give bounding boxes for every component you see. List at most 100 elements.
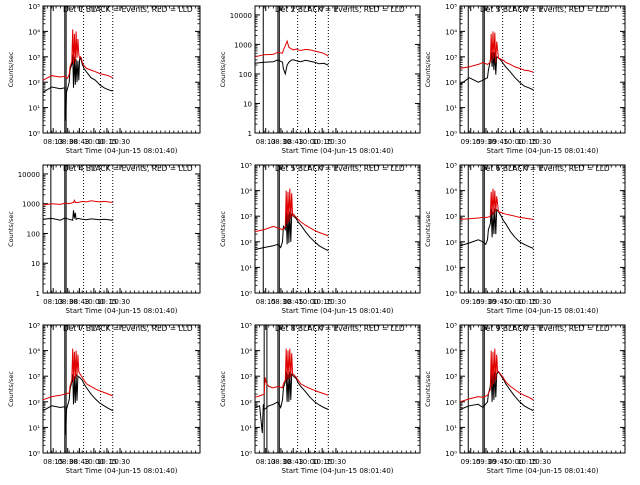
panel-title: Det 6 BLACK = Events, RED = LLD xyxy=(480,164,610,173)
x-tick-label: 08:43 xyxy=(283,138,303,146)
y-tick-label: 100 xyxy=(239,71,252,79)
y-tick-label: 10² xyxy=(28,399,40,407)
y-tick-label: 10³ xyxy=(240,213,252,221)
series-events-line xyxy=(254,59,329,76)
y-tick-label: 10⁰ xyxy=(28,130,40,138)
x-tick-label: 09:45 xyxy=(488,298,508,306)
y-tick-label: 10⁰ xyxy=(445,450,457,458)
y-tick-label: 10000 xyxy=(230,12,252,20)
y-tick-label: 1000 xyxy=(22,201,40,209)
x-tick-label: 08:30 xyxy=(271,138,291,146)
y-tick-label: 10² xyxy=(445,239,457,247)
x-tick-label: 08:30 xyxy=(58,298,78,306)
x-tick-label: 10:15 xyxy=(97,298,117,306)
y-axis-label: Counts/sec xyxy=(219,51,227,87)
series-events-line xyxy=(254,371,329,434)
panel-3: 10⁰10¹10²10³10⁴10⁵09:1509:3009:4510:0010… xyxy=(424,3,626,155)
x-axis-label: Start Time (04-Jun-15 08:01:40) xyxy=(487,147,599,155)
x-tick-label: 10:00 xyxy=(84,138,104,146)
y-tick-label: 1000 xyxy=(234,41,252,49)
x-tick-label: 09:30 xyxy=(476,458,496,466)
y-tick-label: 10⁰ xyxy=(28,450,40,458)
x-axis-label: Start Time (04-Jun-15 08:01:40) xyxy=(282,147,394,155)
y-tick-label: 10³ xyxy=(445,54,457,62)
y-tick-label: 10² xyxy=(445,399,457,407)
y-tick-label: 100 xyxy=(27,230,40,238)
y-tick-label: 10¹ xyxy=(28,105,40,113)
y-tick-label: 10⁴ xyxy=(28,28,40,36)
y-tick-label: 10² xyxy=(445,79,457,87)
y-tick-label: 10⁵ xyxy=(445,162,457,170)
panel-5: 10⁰10¹10²10³10⁴10⁵08:1508:3008:4510:0010… xyxy=(219,162,421,315)
x-tick-label: 10:00 xyxy=(503,458,523,466)
y-tick-label: 10³ xyxy=(445,213,457,221)
series-lld-line xyxy=(254,39,329,58)
x-tick-label: 09:15 xyxy=(461,298,481,306)
y-tick-label: 10¹ xyxy=(28,424,40,432)
x-tick-label: 10:00 xyxy=(298,298,318,306)
x-tick-label: 10:30 xyxy=(326,458,346,466)
x-tick-label: 08:15 xyxy=(256,298,276,306)
x-tick-label: 08:15 xyxy=(43,458,63,466)
x-tick-label: 09:45 xyxy=(488,138,508,146)
x-tick-label: 08:45 xyxy=(283,298,303,306)
x-tick-label: 10:30 xyxy=(531,458,551,466)
y-tick-label: 1 xyxy=(36,290,40,298)
panel-1: 10⁰10¹10²10³10⁴10⁵08:1308:3008:4310:0010… xyxy=(7,3,201,155)
x-tick-label: 08:30 xyxy=(271,298,291,306)
x-tick-label: 10:30 xyxy=(531,298,551,306)
x-tick-label: 10:30 xyxy=(326,138,346,146)
y-tick-label: 10¹ xyxy=(445,105,457,113)
series-lld-line xyxy=(254,188,329,237)
x-tick-label: 10:30 xyxy=(531,138,551,146)
x-tick-label: 10:00 xyxy=(503,138,523,146)
panel-6: 10⁰10¹10²10³10⁴10⁵09:1509:3009:4510:0010… xyxy=(424,162,626,315)
x-axis-label: Start Time (04-Jun-15 08:01:40) xyxy=(66,307,178,315)
x-axis-label: Start Time (04-Jun-15 08:01:40) xyxy=(487,467,599,475)
x-tick-label: 10:00 xyxy=(298,138,318,146)
x-tick-label: 09:15 xyxy=(461,458,481,466)
y-tick-label: 10⁴ xyxy=(445,28,457,36)
y-tick-label: 10⁴ xyxy=(445,188,457,196)
y-tick-label: 10⁴ xyxy=(240,348,252,356)
x-tick-label: 10:30 xyxy=(110,138,130,146)
y-tick-label: 10² xyxy=(240,239,252,247)
panel-title: Det 7 BLACK = Events, RED = LLD xyxy=(63,324,193,333)
y-tick-label: 10¹ xyxy=(445,424,457,432)
y-tick-label: 10⁰ xyxy=(240,290,252,298)
x-tick-label: 10:15 xyxy=(517,138,537,146)
y-tick-label: 10⁵ xyxy=(28,3,40,11)
y-tick-label: 10⁵ xyxy=(240,322,252,330)
y-tick-label: 10³ xyxy=(240,373,252,381)
x-tick-label: 10:15 xyxy=(312,138,332,146)
y-axis-label: Counts/sec xyxy=(7,371,15,407)
y-tick-label: 10⁰ xyxy=(240,450,252,458)
series-events-line xyxy=(459,208,534,249)
panel-7: 10⁰10¹10²10³10⁴10⁵08:1508:3008:4310:0010… xyxy=(7,322,201,475)
y-tick-label: 10³ xyxy=(28,373,40,381)
x-tick-label: 08:30 xyxy=(271,458,291,466)
panel-title: Det 3 BLACK = Events, RED = LLD xyxy=(480,5,610,14)
x-axis-label: Start Time (04-Jun-15 08:01:40) xyxy=(282,307,394,315)
y-tick-label: 10¹ xyxy=(240,424,252,432)
x-tick-label: 10:00 xyxy=(503,298,523,306)
x-tick-label: 09:45 xyxy=(488,458,508,466)
y-tick-label: 10⁰ xyxy=(445,290,457,298)
y-axis-label: Counts/sec xyxy=(424,371,432,407)
x-tick-label: 08:30 xyxy=(58,458,78,466)
x-tick-label: 08:30 xyxy=(58,138,78,146)
x-tick-label: 10:30 xyxy=(326,298,346,306)
y-tick-label: 10000 xyxy=(18,171,40,179)
x-tick-label: 10:00 xyxy=(298,458,318,466)
x-tick-label: 08:13 xyxy=(43,138,63,146)
y-tick-label: 10² xyxy=(28,79,40,87)
x-axis-label: Start Time (04-Jun-15 08:01:40) xyxy=(282,467,394,475)
y-tick-label: 10¹ xyxy=(445,264,457,272)
y-tick-label: 10 xyxy=(31,260,40,268)
series-lld-line xyxy=(42,29,114,81)
series-lld-line xyxy=(459,31,534,73)
x-tick-label: 08:13 xyxy=(256,458,276,466)
x-tick-label: 08:43 xyxy=(283,458,303,466)
panel-title: Det 5 BLACK = Events, RED = LLD xyxy=(275,164,405,173)
